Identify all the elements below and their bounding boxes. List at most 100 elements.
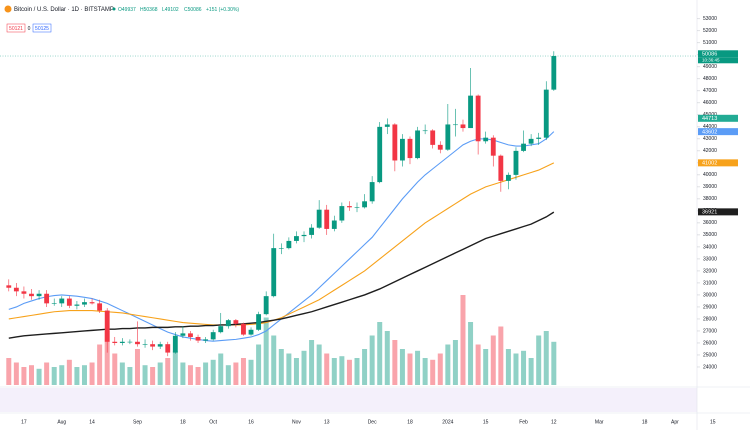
candle-body [82, 302, 87, 305]
volume-bar [180, 362, 186, 385]
x-tick-label: 18 [180, 419, 186, 425]
volume-bar [248, 359, 254, 385]
volume-bar [59, 365, 65, 385]
symbol-icon [4, 5, 12, 13]
candle-body [309, 227, 315, 235]
x-tick-label: 17 [21, 419, 27, 425]
y-tick-label: 51000 [703, 40, 717, 46]
candle-body [407, 138, 413, 159]
rsi-pane [0, 388, 697, 412]
price-tag [698, 208, 738, 216]
candle-body [513, 150, 519, 175]
volume-bar [157, 362, 163, 385]
y-tick-label: 30000 [703, 292, 717, 298]
volume-bar [377, 322, 383, 385]
volume-bar [256, 344, 262, 385]
volume-bar [521, 350, 527, 385]
candle-body [324, 209, 330, 229]
volume-bar [528, 358, 534, 385]
candle-body [483, 137, 489, 142]
candle-body [180, 333, 186, 336]
candle-body [119, 341, 125, 343]
x-tick-label: Mar [595, 419, 604, 425]
x-tick-label: 18 [407, 419, 413, 425]
candle-body [415, 130, 420, 159]
y-tick-label: 38000 [703, 196, 717, 202]
ohlc-value: C50086 [184, 7, 202, 13]
volume-bar [346, 359, 352, 385]
candle-body [142, 344, 148, 345]
candle-body [468, 95, 473, 129]
x-tick-label: Feb [519, 419, 528, 425]
candle-body [278, 248, 284, 249]
volume-bar [339, 356, 345, 385]
y-tick-label: 25000 [703, 352, 717, 358]
volume-bar [21, 367, 27, 385]
y-tick-label: 48000 [703, 76, 717, 82]
candle-body [89, 302, 95, 304]
volume-bar [97, 344, 103, 385]
candle-body [430, 130, 436, 145]
volume-bar [6, 358, 12, 385]
candle-body [400, 138, 405, 161]
volume-bar [309, 340, 315, 385]
candle-body [445, 124, 451, 150]
y-tick-label: 34000 [703, 244, 717, 250]
candle-body [165, 344, 171, 353]
volume-bar [51, 367, 57, 385]
volume-bar [452, 340, 458, 385]
candle-body [354, 207, 360, 208]
buy-button[interactable] [32, 23, 52, 33]
volume-bar [415, 350, 421, 385]
sell-price: 50121 [9, 26, 23, 32]
x-tick-label: 18 [642, 419, 648, 425]
price-tag-label: 50086 [702, 52, 717, 58]
candle-body [157, 344, 163, 347]
candle-body [59, 298, 65, 304]
volume-bar [263, 317, 269, 385]
volume-bar [187, 365, 193, 385]
candle-body [452, 124, 458, 126]
candle-body [6, 285, 12, 288]
volume-bar [505, 349, 511, 385]
price-tag-label: 44713 [702, 116, 717, 122]
volume-bar [89, 362, 95, 385]
buy-price: 50125 [35, 26, 49, 32]
y-tick-label: 43000 [703, 136, 717, 142]
x-tick-label: Apr [671, 419, 679, 425]
moving-average [8, 211, 555, 339]
y-tick-label: 26000 [703, 340, 717, 346]
x-tick-label: Nov [292, 419, 301, 425]
volume-bar [543, 331, 549, 385]
candle-body [74, 304, 80, 306]
price-tag [698, 50, 738, 58]
candle-body [475, 95, 481, 142]
price-tag-label: 36921 [702, 210, 717, 216]
volume-bar [324, 353, 330, 385]
volume-bar [498, 326, 504, 385]
volume-bar [104, 331, 110, 385]
volume-bar [392, 340, 398, 385]
volume-bar [36, 368, 42, 385]
x-tick-label: Oct [209, 419, 217, 425]
candle-body [195, 336, 201, 341]
x-tick-label: Aug [57, 419, 66, 425]
candle-body [498, 155, 504, 181]
volume-bar [210, 359, 216, 385]
volume-bar [293, 358, 299, 385]
candle-body [241, 323, 246, 335]
candle-body [210, 332, 216, 340]
volume-bar [468, 322, 474, 385]
volume-bar [460, 295, 466, 385]
y-tick-label: 32000 [703, 268, 717, 274]
candle-body [127, 341, 133, 343]
volume-bar [316, 344, 322, 385]
candle-body [339, 206, 345, 221]
sell-button[interactable] [6, 23, 26, 33]
volume-bar [218, 353, 224, 385]
x-tick-label: Sep [133, 419, 142, 425]
volume-bar [513, 353, 519, 385]
candle-body [392, 124, 398, 161]
candle-body [271, 248, 277, 297]
candle-body [66, 298, 72, 306]
